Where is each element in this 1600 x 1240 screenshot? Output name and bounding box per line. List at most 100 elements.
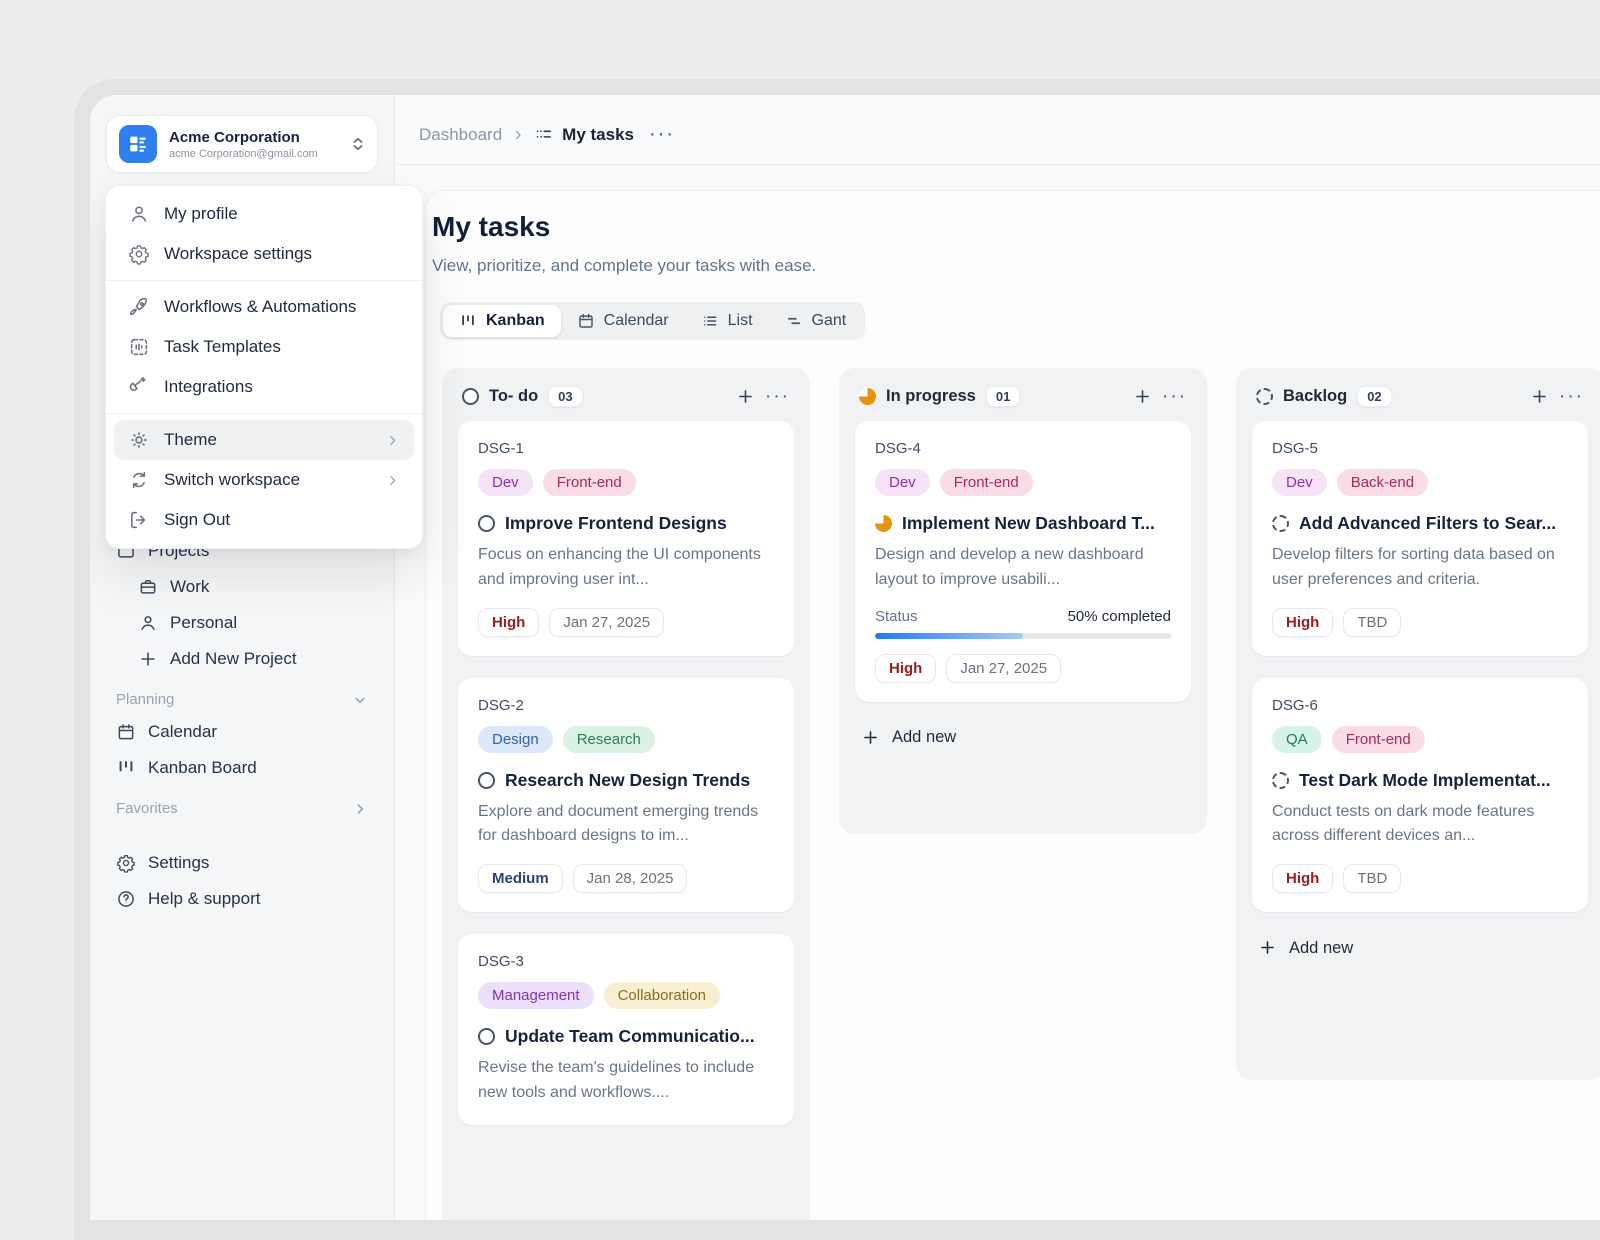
- plus-icon: [861, 728, 881, 748]
- section-label: Favorites: [116, 800, 178, 817]
- sidebar-item-settings[interactable]: Settings: [106, 845, 378, 881]
- add-new-project-button[interactable]: Add New Project: [128, 641, 378, 677]
- column-name: In progress: [886, 387, 976, 406]
- due-date-badge: Jan 27, 2025: [946, 654, 1061, 683]
- tag-research: Research: [563, 726, 655, 753]
- tag-front-end: Front-end: [940, 469, 1033, 496]
- task-card-dsg-2[interactable]: DSG-2 Design Research Research New Design T…: [458, 678, 794, 913]
- workspace-selector[interactable]: Acme Corporation acme Corporation@gmail.…: [106, 115, 378, 173]
- tag-front-end: Front-end: [543, 469, 636, 496]
- status-inprogress-icon: [875, 515, 892, 532]
- tag-back-end: Back-end: [1337, 469, 1428, 496]
- task-description: Conduct tests on dark mode features acro…: [1272, 800, 1568, 850]
- sidebar-item-personal[interactable]: Personal: [128, 605, 378, 641]
- section-label: Planning: [116, 691, 174, 708]
- column-more-button[interactable]: ···: [1162, 392, 1187, 402]
- sidebar-item-kanban-board[interactable]: Kanban Board: [106, 750, 378, 786]
- priority-badge: High: [478, 608, 539, 637]
- breadcrumb-more-button[interactable]: ···: [649, 123, 675, 146]
- task-id: DSG-2: [478, 697, 774, 714]
- menu-item-theme[interactable]: Theme: [114, 420, 414, 460]
- menu-item-label: Workflows & Automations: [164, 297, 356, 317]
- switch-icon: [128, 469, 150, 491]
- menu-item-workflows-automations[interactable]: Workflows & Automations: [114, 287, 414, 327]
- task-description: Revise the team's guidelines to include …: [478, 1056, 774, 1106]
- task-id: DSG-5: [1272, 440, 1568, 457]
- task-title: Add Advanced Filters to Sear...: [1272, 513, 1568, 534]
- add-card-button[interactable]: [1530, 387, 1549, 406]
- gear-icon: [128, 243, 150, 265]
- sidebar-section-favorites[interactable]: Favorites: [106, 786, 378, 823]
- sidebar-item-calendar[interactable]: Calendar: [106, 714, 378, 750]
- status-todo-icon: [462, 388, 479, 405]
- tab-calendar[interactable]: Calendar: [561, 305, 685, 337]
- add-new-button[interactable]: Add new: [1252, 934, 1588, 964]
- menu-item-label: Integrations: [164, 377, 253, 397]
- menu-item-task-templates[interactable]: Task Templates: [114, 327, 414, 367]
- sidebar-item-label: Kanban Board: [148, 758, 257, 778]
- status-backlog-icon: [1272, 772, 1289, 789]
- tab-gant[interactable]: Gant: [769, 305, 863, 337]
- breadcrumb-dashboard[interactable]: Dashboard: [419, 125, 502, 145]
- sidebar-item-help-support[interactable]: Help & support: [106, 881, 378, 917]
- workspace-email: acme Corporation@gmail.com: [169, 148, 339, 160]
- menu-item-switch-workspace[interactable]: Switch workspace: [114, 460, 414, 500]
- person-icon: [138, 613, 158, 633]
- sidebar-item-label: Help & support: [148, 889, 260, 909]
- sidebar-section-planning[interactable]: Planning: [106, 677, 378, 714]
- column-more-button[interactable]: ···: [1559, 392, 1584, 402]
- tab-list[interactable]: List: [685, 305, 769, 337]
- column-more-button[interactable]: ···: [765, 392, 790, 402]
- tab-label: Calendar: [604, 312, 669, 330]
- task-id: DSG-6: [1272, 697, 1568, 714]
- task-title-text: Implement New Dashboard T...: [902, 513, 1155, 534]
- main-area: Dashboard My tasks ··· My tasks View, pr…: [395, 95, 1600, 1220]
- task-title-text: Update Team Communicatio...: [505, 1026, 755, 1047]
- sidebar-item-label: Add New Project: [170, 649, 297, 669]
- priority-badge: Medium: [478, 864, 563, 893]
- menu-item-sign-out[interactable]: Sign Out: [114, 500, 414, 540]
- plug-icon: [128, 376, 150, 398]
- add-new-button[interactable]: Add new: [855, 724, 1191, 754]
- plus-icon: [138, 649, 158, 669]
- tag-design: Design: [478, 726, 553, 753]
- sidebar-item-label: Calendar: [148, 722, 217, 742]
- column-header-in-progress: In progress 01 ···: [855, 384, 1191, 421]
- status-backlog-icon: [1256, 388, 1273, 405]
- task-title-text: Add Advanced Filters to Sear...: [1299, 513, 1556, 534]
- column-count-badge: 01: [986, 386, 1020, 407]
- menu-item-integrations[interactable]: Integrations: [114, 367, 414, 407]
- task-id: DSG-3: [478, 953, 774, 970]
- tag-collaboration: Collaboration: [604, 982, 720, 1009]
- menu-item-workspace-settings[interactable]: Workspace settings: [114, 234, 414, 274]
- user-icon: [128, 203, 150, 225]
- tab-kanban[interactable]: Kanban: [443, 305, 561, 337]
- task-id: DSG-4: [875, 440, 1171, 457]
- kanban-icon: [116, 758, 136, 778]
- add-card-button[interactable]: [1133, 387, 1152, 406]
- menu-item-my-profile[interactable]: My profile: [114, 194, 414, 234]
- task-title: Test Dark Mode Implementat...: [1272, 770, 1568, 791]
- sidebar-item-work[interactable]: Work: [128, 569, 378, 605]
- add-card-button[interactable]: [736, 387, 755, 406]
- tab-label: Kanban: [486, 312, 545, 330]
- task-title-text: Research New Design Trends: [505, 770, 750, 791]
- progress-label: Status: [875, 608, 918, 625]
- gant-icon: [785, 312, 803, 330]
- menu-item-label: Sign Out: [164, 510, 230, 530]
- status-todo-icon: [478, 772, 495, 789]
